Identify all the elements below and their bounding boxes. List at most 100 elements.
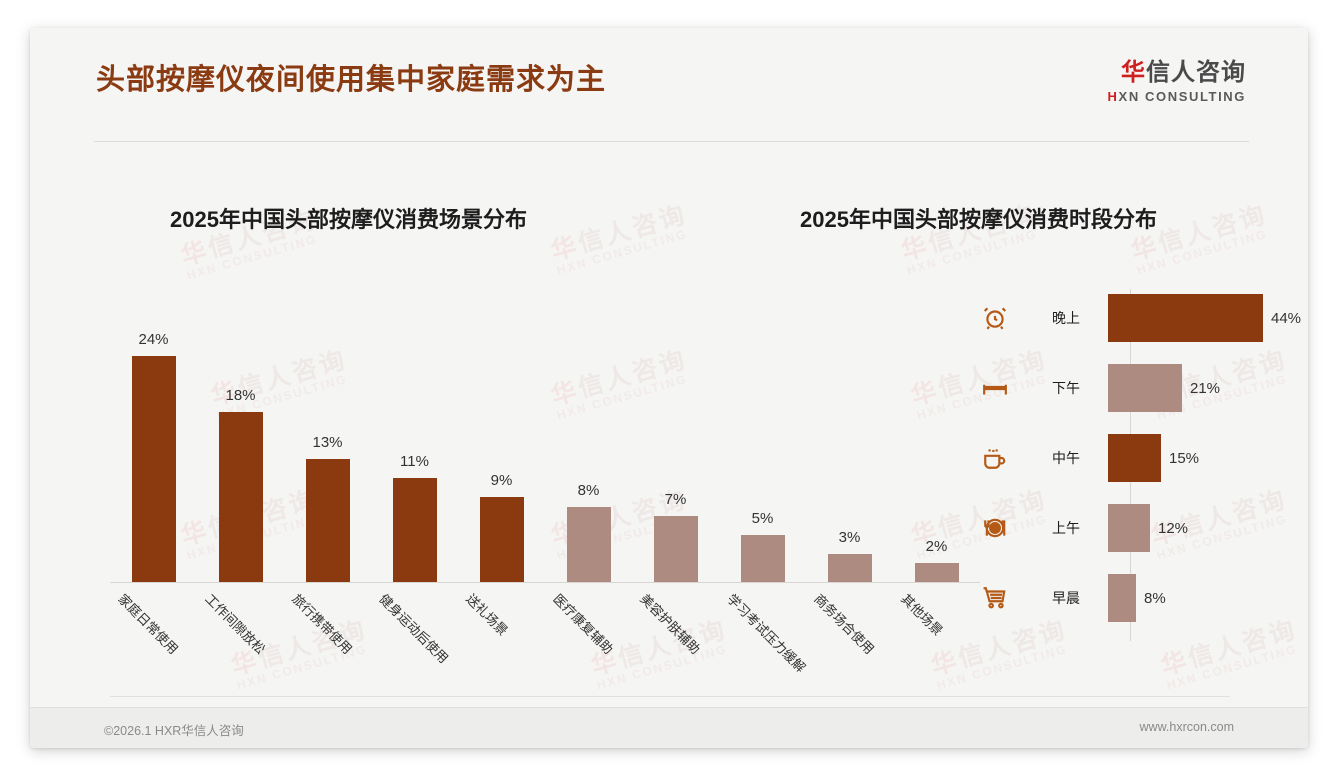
bar-value-label: 15%: [1169, 449, 1200, 467]
bar: [653, 516, 698, 582]
bar-wrapper: 21%: [1108, 364, 1308, 412]
category-label: 工作间隙放松: [201, 591, 268, 657]
bar: [740, 535, 785, 582]
category-label: 医疗康复辅助: [549, 591, 616, 657]
time-slot-row: 上午 12%: [960, 493, 1308, 563]
alarm-clock-icon: [960, 305, 1030, 331]
bar-value-label: 18%: [225, 387, 256, 404]
bar: [566, 507, 611, 582]
time-slot-label: 早晨: [1052, 590, 1080, 606]
bar-column: 18%: [197, 387, 284, 582]
time-slot-label: 下午: [1052, 380, 1080, 396]
category-label: 旅行携带使用: [288, 591, 355, 657]
bar-value-label: 44%: [1271, 309, 1302, 327]
category-label: 美容护肤辅助: [636, 591, 703, 657]
slide-card: 华信人咨询 HXN CONSULTING 华信人咨询 HXN CONSULTING 华信…: [30, 28, 1308, 748]
scene-distribution-chart: 24% 18% 13% 11% 9% 8% 7% 5% 3% 2% 家庭日常使用 工作间隙放松 旅行携…: [90, 283, 990, 683]
bar: [914, 563, 959, 582]
vertical-bar-group: 24% 18% 13% 11% 9% 8% 7% 5% 3% 2%: [110, 331, 980, 582]
bar: [479, 497, 524, 582]
time-slot-row: 下午 21%: [960, 353, 1308, 423]
bar-wrapper: 44%: [1108, 294, 1308, 342]
logo-english-rest: XN CONSULTING: [1118, 89, 1246, 105]
logo-english-accent: H: [1107, 89, 1119, 105]
plate-cutlery-icon: [960, 515, 1030, 541]
category-label-cell: 学习考试压力缓解: [719, 583, 808, 683]
bar-column: 5%: [719, 510, 806, 582]
logo-english: HXN CONSULTING: [1108, 89, 1246, 104]
logo-chinese: 华信人咨询: [1108, 60, 1246, 85]
bar-value-label: 21%: [1190, 379, 1221, 397]
category-label: 家庭日常使用: [114, 591, 181, 657]
vertical-chart-baseline: [110, 582, 980, 583]
bar-wrapper: 8%: [1108, 574, 1308, 622]
bar-value-label: 11%: [400, 453, 429, 470]
copyright-text: ©2026.1 HXR华信人咨询: [104, 724, 244, 738]
bar: [1108, 434, 1161, 482]
bar-value-label: 8%: [577, 482, 600, 499]
bar-value-label: 3%: [838, 529, 861, 546]
bar: [1108, 294, 1263, 342]
bar-value-label: 12%: [1158, 519, 1189, 537]
bar: [392, 478, 437, 582]
logo-chinese-accent: 华: [1121, 59, 1146, 86]
bar: [827, 554, 872, 582]
bar-column: 13%: [284, 434, 371, 582]
company-logo: 华信人咨询 HXN CONSULTING: [1108, 60, 1246, 104]
category-label-cell: 医疗康复辅助: [545, 583, 632, 683]
category-label-cell: 旅行携带使用: [284, 583, 371, 683]
time-slot-row: 中午 15%: [960, 423, 1308, 493]
bar: [131, 356, 176, 582]
shopping-cart-icon: [960, 585, 1030, 611]
bar-column: 7%: [632, 491, 719, 582]
bar-value-label: 8%: [1144, 589, 1166, 607]
bar-column: 9%: [458, 472, 545, 582]
bar-value-label: 7%: [664, 491, 687, 508]
time-distribution-chart: 晚上 44% 下午 21% 中午 15% 上午 12% 早晨 8%: [960, 283, 1308, 653]
category-label-cell: 送礼场景: [458, 583, 545, 683]
category-label: 商务场合使用: [810, 591, 877, 657]
bar-value-label: 24%: [138, 331, 169, 348]
vertical-category-labels: 家庭日常使用 工作间隙放松 旅行携带使用 健身运动后使用 送礼场景 医疗康复辅助 美容护肤辅…: [110, 583, 980, 683]
coffee-cup-icon: [960, 445, 1030, 471]
bar-value-label: 9%: [490, 472, 513, 489]
time-slot-label: 晚上: [1052, 310, 1080, 326]
bar-column: 3%: [806, 529, 893, 582]
source-divider: [110, 696, 1230, 697]
time-slot-label: 中午: [1052, 450, 1080, 466]
page-title: 头部按摩仪夜间使用集中家庭需求为主: [96, 64, 607, 96]
bar-wrapper: 15%: [1108, 434, 1308, 482]
category-label: 其他场景: [897, 591, 946, 639]
bar-value-label: 13%: [312, 434, 343, 451]
category-label: 学习考试压力缓解: [723, 591, 808, 676]
footer-bar: ©2026.1 HXR华信人咨询 www.hxrcon.com: [30, 707, 1308, 748]
bar-wrapper: 12%: [1108, 504, 1308, 552]
bar-column: 2%: [893, 538, 980, 582]
right-chart-title: 2025年中国头部按摩仪消费时段分布: [800, 207, 1157, 232]
category-label-cell: 健身运动后使用: [371, 583, 458, 683]
bar: [1108, 364, 1182, 412]
category-label-cell: 美容护肤辅助: [632, 583, 719, 683]
category-label: 健身运动后使用: [375, 591, 451, 667]
category-label: 送礼场景: [462, 591, 511, 639]
bar: [305, 459, 350, 582]
left-chart-title: 2025年中国头部按摩仪消费场景分布: [170, 207, 527, 232]
slide-header: 头部按摩仪夜间使用集中家庭需求为主 华信人咨询 HXN CONSULTING: [30, 28, 1308, 142]
bar-column: 8%: [545, 482, 632, 582]
bar-column: 24%: [110, 331, 197, 582]
bar-column: 11%: [371, 453, 458, 582]
bar-value-label: 2%: [925, 538, 948, 555]
time-slot-row: 晚上 44%: [960, 283, 1308, 353]
category-label-cell: 工作间隙放松: [197, 583, 284, 683]
bar: [218, 412, 263, 582]
bar-value-label: 5%: [751, 510, 774, 527]
logo-chinese-rest: 信人咨询: [1146, 59, 1246, 86]
header-divider: [94, 141, 1249, 142]
time-slot-row: 早晨 8%: [960, 563, 1308, 633]
bar: [1108, 574, 1136, 622]
bed-icon: [960, 375, 1030, 401]
category-label-cell: 商务场合使用: [806, 583, 893, 683]
website-text: www.hxrcon.com: [1139, 720, 1234, 734]
bar: [1108, 504, 1150, 552]
